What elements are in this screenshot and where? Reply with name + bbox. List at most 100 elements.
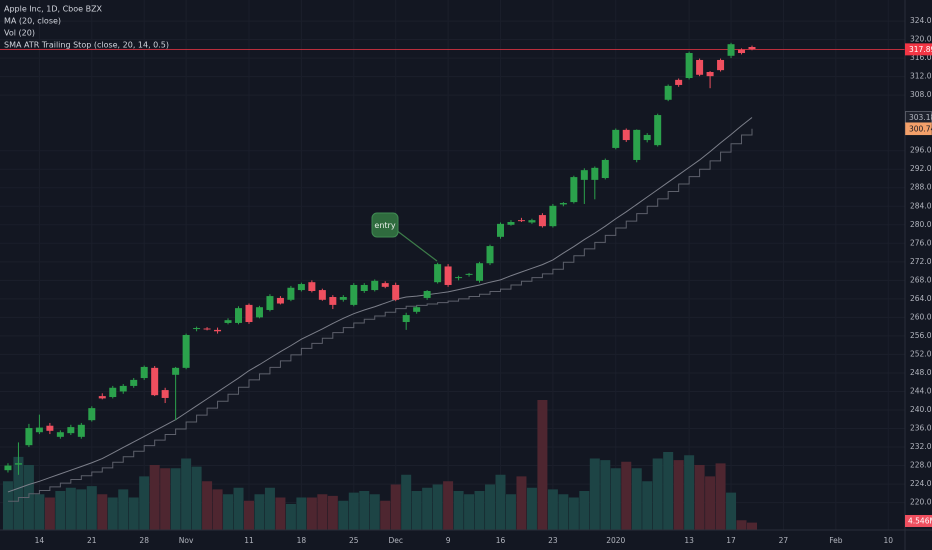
volume-bar xyxy=(348,492,359,530)
y-tick-label: 220.00 xyxy=(910,498,932,507)
volume-bar xyxy=(516,476,527,530)
y-tick-label: 280.00 xyxy=(910,220,932,229)
legend-trailing-stop: SMA ATR Trailing Stop (close, 20, 14, 0.… xyxy=(4,41,169,50)
candle-body xyxy=(696,59,704,75)
annotation-pointer xyxy=(395,229,438,262)
candles xyxy=(4,42,756,475)
candle-body xyxy=(402,315,410,323)
candle-body xyxy=(601,159,609,179)
candle-body xyxy=(717,59,725,71)
volume-bar xyxy=(369,494,380,530)
volume-pane xyxy=(2,400,758,530)
candle-body xyxy=(706,71,714,77)
volume-bar xyxy=(212,489,223,530)
x-tick-label: 9 xyxy=(446,536,451,545)
volume-bar xyxy=(600,460,611,530)
candle-body xyxy=(654,115,662,146)
volume-bar xyxy=(65,487,76,530)
y-tick-label: 268.00 xyxy=(910,275,932,284)
x-tick-label: Dec xyxy=(388,536,403,545)
candle-body xyxy=(119,385,127,392)
volume-bar xyxy=(139,476,150,530)
volume-bar xyxy=(34,494,45,530)
candle-body xyxy=(664,85,672,100)
y-tick-label: 288.00 xyxy=(910,183,932,192)
x-tick-label: 27 xyxy=(779,536,789,545)
candle-body xyxy=(612,129,620,148)
candle-body xyxy=(350,284,358,305)
candle-body xyxy=(580,170,588,180)
volume-bar xyxy=(390,484,401,530)
y-tick-label: 260.00 xyxy=(910,312,932,321)
candle-body xyxy=(255,307,263,318)
y-tick-label: 244.00 xyxy=(910,386,932,395)
volume-bar xyxy=(589,458,600,530)
legend-title: Apple Inc, 1D, Cboe BZX xyxy=(4,5,103,14)
candle-body xyxy=(434,264,442,283)
volume-bar xyxy=(568,497,579,530)
candle-body xyxy=(371,280,379,291)
volume-bar xyxy=(223,494,234,530)
volume-bar xyxy=(118,489,129,530)
candle-body xyxy=(748,46,756,50)
y-tick-label: 228.00 xyxy=(910,461,932,470)
candle-body xyxy=(46,425,54,431)
volume-bar xyxy=(338,500,349,530)
y-tick-label: 308.00 xyxy=(910,90,932,99)
y-tick-label: 324.00 xyxy=(910,16,932,25)
y-tick-label: 272.00 xyxy=(910,257,932,266)
annotation-box xyxy=(371,212,399,238)
candle-body xyxy=(465,273,473,275)
volume-bar xyxy=(264,487,275,530)
candle-body xyxy=(318,290,326,300)
candle-body xyxy=(130,379,138,386)
candle-body xyxy=(538,215,546,227)
candle-body xyxy=(507,222,515,225)
x-tick-label: 11 xyxy=(244,536,254,545)
candle-body xyxy=(182,334,190,368)
volume-bar xyxy=(181,458,192,530)
candle-body xyxy=(224,320,232,323)
candle-body xyxy=(98,396,106,399)
y-tick-label: 276.00 xyxy=(910,238,932,247)
candle-body xyxy=(193,328,201,330)
x-tick-label: 21 xyxy=(87,536,97,545)
y-tick-label: 292.00 xyxy=(910,164,932,173)
volume-bar xyxy=(401,474,412,530)
y-tick-label: 284.00 xyxy=(910,201,932,210)
candle-body xyxy=(56,432,64,437)
x-tick-label: Feb xyxy=(829,536,843,545)
candle-body xyxy=(203,328,211,330)
candle-body xyxy=(151,367,159,396)
candle-body xyxy=(266,296,274,310)
volume-bar xyxy=(505,494,516,530)
candle-body xyxy=(287,287,295,300)
volume-bar xyxy=(2,481,13,530)
volume-bar xyxy=(453,491,464,530)
volume-bar xyxy=(128,497,139,530)
candle-body xyxy=(339,297,347,300)
candle-body xyxy=(685,53,693,79)
volume-bar xyxy=(726,492,737,530)
indicator-value-label: 300.74 xyxy=(909,124,932,133)
candle-body xyxy=(276,297,284,304)
volume-bar xyxy=(495,474,506,530)
x-tick-label: 18 xyxy=(297,536,307,545)
candle-body xyxy=(308,282,316,291)
candle-body xyxy=(35,427,43,433)
volume-bar xyxy=(327,495,338,530)
volume-bar xyxy=(684,455,695,530)
x-tick-label: 23 xyxy=(548,536,558,545)
volume-bar xyxy=(191,466,202,530)
candle-body xyxy=(109,387,117,398)
candle-body xyxy=(25,428,33,446)
x-tick-label: 28 xyxy=(139,536,149,545)
volume-bar xyxy=(296,497,307,530)
volume-bar xyxy=(652,458,663,530)
candle-body xyxy=(245,304,253,323)
volume-bar xyxy=(736,520,747,530)
candle-body xyxy=(633,129,641,160)
candle-body xyxy=(4,465,12,471)
